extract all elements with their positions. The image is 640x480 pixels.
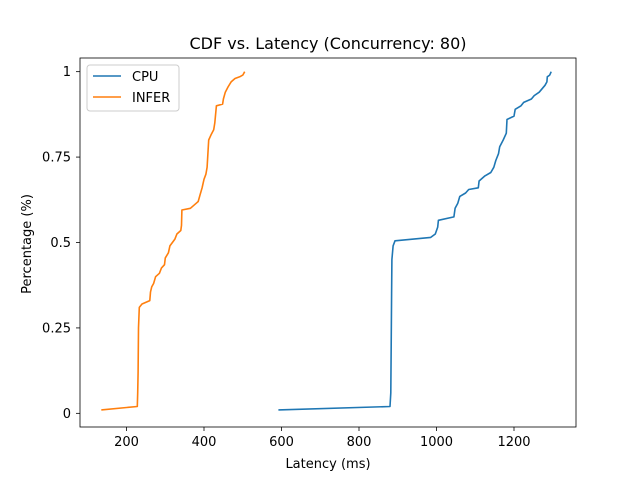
y-tick-label: 0.5: [50, 236, 71, 251]
x-tick-label: 400: [192, 435, 217, 450]
legend-label-cpu: CPU: [132, 70, 158, 85]
series-line-cpu: [278, 71, 552, 411]
x-tick-label: 1200: [497, 435, 530, 450]
x-tick-label: 800: [347, 435, 372, 450]
y-axis-label: Percentage (%): [20, 194, 35, 294]
x-axis: 200 400 600 800 1000 1200: [114, 427, 531, 450]
y-tick-label: 0.25: [42, 321, 71, 336]
y-tick-label: 0.75: [42, 151, 71, 166]
x-tick-label: 1000: [420, 435, 453, 450]
legend: CPU INFER: [86, 64, 180, 112]
chart-title: CDF vs. Latency (Concurrency: 80): [189, 34, 466, 53]
x-tick-label: 200: [114, 435, 139, 450]
plot-frame: [79, 57, 577, 428]
series-line-infer: [101, 71, 246, 411]
y-tick-label: 0: [63, 407, 71, 422]
x-tick-label: 600: [269, 435, 294, 450]
legend-label-infer: INFER: [132, 91, 170, 106]
plot-area: [79, 57, 577, 428]
y-axis: 0 0.25 0.5 0.75 1: [42, 65, 80, 422]
y-tick-label: 1: [63, 65, 71, 80]
x-axis-label: Latency (ms): [285, 457, 370, 472]
